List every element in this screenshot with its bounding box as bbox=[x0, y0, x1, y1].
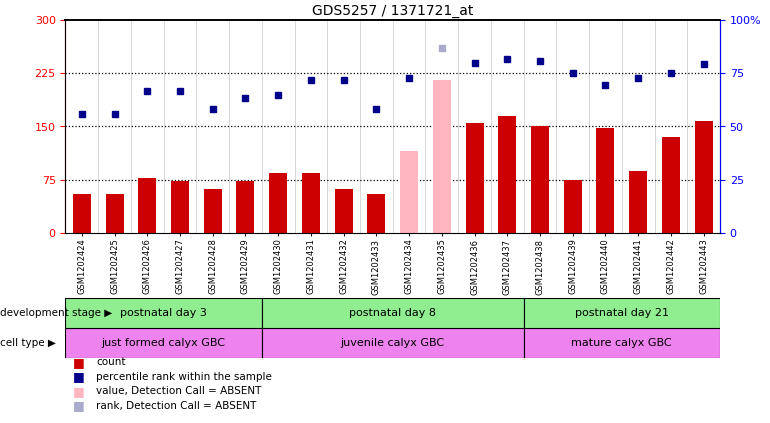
Bar bbox=[236, 181, 254, 233]
Text: ■: ■ bbox=[73, 356, 85, 369]
Bar bbox=[139, 178, 156, 233]
Text: juvenile calyx GBC: juvenile calyx GBC bbox=[340, 338, 445, 348]
Text: mature calyx GBC: mature calyx GBC bbox=[571, 338, 672, 348]
Bar bbox=[433, 80, 450, 233]
Text: ■: ■ bbox=[73, 370, 85, 383]
Text: cell type ▶: cell type ▶ bbox=[0, 338, 56, 348]
Bar bbox=[400, 151, 418, 233]
Text: postnatal day 8: postnatal day 8 bbox=[350, 308, 436, 318]
Text: rank, Detection Call = ABSENT: rank, Detection Call = ABSENT bbox=[96, 401, 256, 411]
Text: ■: ■ bbox=[73, 399, 85, 412]
Title: GDS5257 / 1371721_at: GDS5257 / 1371721_at bbox=[312, 3, 474, 18]
Text: count: count bbox=[96, 357, 126, 367]
Bar bbox=[597, 128, 614, 233]
Text: just formed calyx GBC: just formed calyx GBC bbox=[102, 338, 226, 348]
Bar bbox=[662, 137, 680, 233]
Bar bbox=[524, 298, 720, 328]
Bar bbox=[629, 170, 647, 233]
Text: postnatal day 3: postnatal day 3 bbox=[120, 308, 207, 318]
Bar bbox=[171, 181, 189, 233]
Text: percentile rank within the sample: percentile rank within the sample bbox=[96, 372, 272, 382]
Bar bbox=[335, 189, 353, 233]
Bar bbox=[564, 180, 581, 233]
Text: ■: ■ bbox=[73, 385, 85, 398]
Text: postnatal day 21: postnatal day 21 bbox=[574, 308, 669, 318]
Bar bbox=[466, 123, 484, 233]
Bar bbox=[302, 173, 320, 233]
Bar bbox=[65, 328, 262, 358]
Bar bbox=[262, 328, 524, 358]
Bar bbox=[695, 121, 712, 233]
Bar bbox=[105, 194, 123, 233]
Bar bbox=[73, 194, 91, 233]
Text: development stage ▶: development stage ▶ bbox=[0, 308, 112, 318]
Bar bbox=[65, 298, 262, 328]
Text: value, Detection Call = ABSENT: value, Detection Call = ABSENT bbox=[96, 386, 262, 396]
Bar bbox=[524, 328, 720, 358]
Bar bbox=[270, 173, 287, 233]
Bar bbox=[498, 116, 516, 233]
Bar bbox=[204, 189, 222, 233]
Bar bbox=[367, 194, 385, 233]
Bar bbox=[531, 126, 549, 233]
Bar bbox=[262, 298, 524, 328]
